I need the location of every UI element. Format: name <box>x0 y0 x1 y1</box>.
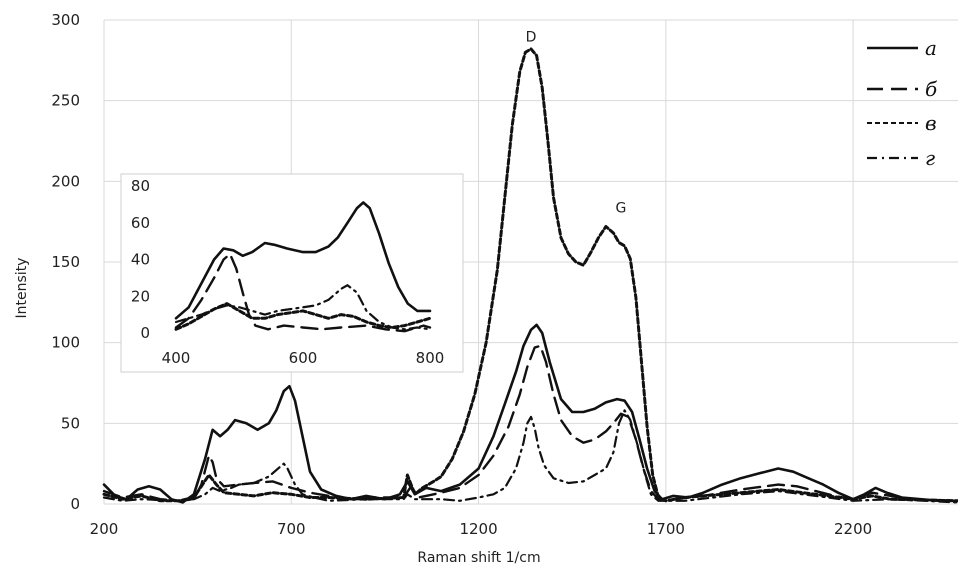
inset-y-tick-labels: 0 20 40 60 80 <box>131 177 150 342</box>
inset-y-tick-label: 80 <box>131 177 150 195</box>
inset-y-tick-label: 0 <box>140 324 150 342</box>
y-axis-title: Intensity <box>14 258 30 319</box>
y-tick-label: 300 <box>51 11 80 29</box>
legend-label-a: а <box>925 36 937 60</box>
inset-y-tick-label: 20 <box>131 287 150 305</box>
x-tick-label: 1700 <box>647 520 685 538</box>
inset-y-tick-label: 40 <box>131 251 150 269</box>
main-series-line-v <box>102 47 958 503</box>
y-tick-label: 0 <box>70 495 80 513</box>
x-tick-label: 1200 <box>459 520 497 538</box>
legend-item-a: а <box>867 36 937 60</box>
legend-item-g: г <box>867 146 935 170</box>
inset-x-tick-label: 400 <box>162 349 191 367</box>
legend-label-b: б <box>925 77 938 101</box>
legend-item-v: в <box>867 111 937 135</box>
y-tick-label: 50 <box>61 414 80 432</box>
x-axis-title: Raman shift 1/cm <box>417 550 540 566</box>
y-tick-label: 200 <box>51 172 80 190</box>
inset-series-line-g <box>174 284 432 331</box>
inset-plot-series <box>174 201 432 333</box>
x-tick-label: 2200 <box>834 520 872 538</box>
legend-item-b: б <box>867 77 938 101</box>
main-series-line-b <box>102 344 958 502</box>
x-tick-label: 200 <box>90 520 119 538</box>
inset-y-tick-label: 60 <box>131 214 150 232</box>
inset-series-line-b <box>174 252 432 333</box>
inset-frame <box>120 173 464 373</box>
main-series-line-g <box>102 409 958 504</box>
y-tick-label: 100 <box>51 334 80 352</box>
y-tick-label: 150 <box>51 253 80 271</box>
inset-x-tick-label: 800 <box>416 349 445 367</box>
peak-label-d: D <box>526 29 537 45</box>
main-y-tick-labels: 0 50 100 150 200 250 300 <box>51 11 80 513</box>
inset-chart: 0 20 40 60 80 400 600 800 <box>120 173 464 373</box>
main-plot-series <box>102 47 958 504</box>
inset-x-tick-labels: 400 600 800 <box>162 349 445 367</box>
main-x-tick-labels: 200 700 1200 1700 2200 <box>90 520 873 538</box>
y-tick-label: 250 <box>51 92 80 110</box>
x-tick-label: 700 <box>277 520 306 538</box>
main-series-line-a <box>102 323 958 504</box>
legend: а б в г <box>867 36 938 170</box>
inset-x-tick-label: 600 <box>289 349 318 367</box>
inset-series-line-a <box>174 201 432 320</box>
legend-label-g: г <box>925 146 935 170</box>
legend-label-v: в <box>925 111 937 135</box>
peak-label-g: G <box>615 200 626 216</box>
